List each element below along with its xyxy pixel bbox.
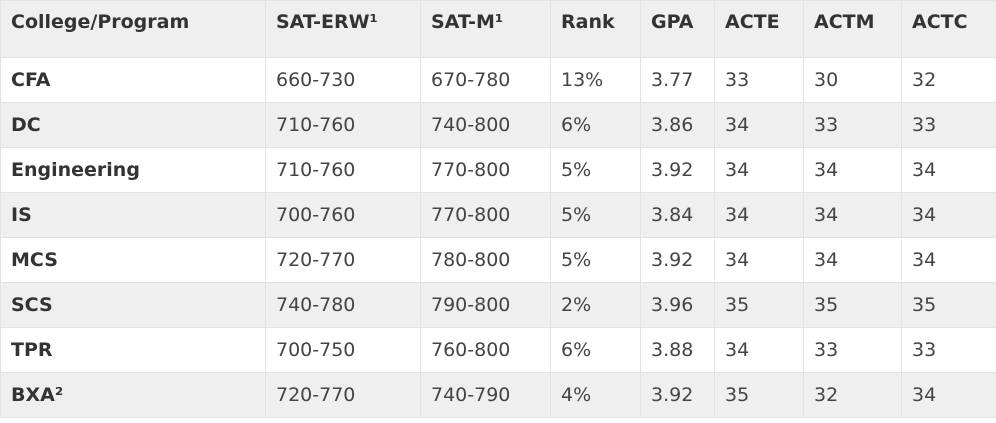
table-cell: 34 [714,327,804,373]
table-cell: 5% [550,192,641,238]
table-cell: 4% [550,372,641,418]
table-cell: 3.96 [640,282,715,328]
table-cell: 760-800 [420,327,551,373]
table-cell: 2% [550,282,641,328]
table-cell: 35 [714,372,804,418]
table-cell: 670-780 [420,57,551,103]
table-cell: 32 [803,372,902,418]
program-name: TPR [0,327,266,373]
table-cell: 6% [550,102,641,148]
program-name: CFA [0,57,266,103]
table-cell: 34 [901,192,996,238]
table-cell: 700-750 [265,327,421,373]
column-header: SAT-M¹ [420,0,551,58]
table-row: BXA² 720-770 740-790 4% 3.92 35 32 34 [0,372,996,418]
table-cell: 33 [803,102,902,148]
table-cell: 3.92 [640,237,715,283]
table-cell: 33 [901,327,996,373]
table-cell: 34 [714,102,804,148]
table-cell: 720-770 [265,372,421,418]
table-row: CFA 660-730 670-780 13% 3.77 33 30 32 [0,57,996,103]
program-name: BXA² [0,372,266,418]
table-cell: 3.92 [640,372,715,418]
column-header: Rank [550,0,641,58]
table-cell: 740-780 [265,282,421,328]
table-cell: 34 [901,237,996,283]
table-cell: 3.92 [640,147,715,193]
program-name: IS [0,192,266,238]
table-cell: 33 [803,327,902,373]
table-cell: 5% [550,147,641,193]
column-header: GPA [640,0,715,58]
column-header: ACTC [901,0,996,58]
column-header: SAT-ERW¹ [265,0,421,58]
table-cell: 740-790 [420,372,551,418]
table-row: TPR 700-750 760-800 6% 3.88 34 33 33 [0,327,996,373]
table-cell: 3.86 [640,102,715,148]
table-cell: 34 [714,237,804,283]
table-cell: 3.77 [640,57,715,103]
program-name: Engineering [0,147,266,193]
column-header: ACTM [803,0,902,58]
table-cell: 32 [901,57,996,103]
table-row: Engineering 710-760 770-800 5% 3.92 34 34 34 [0,147,996,193]
table-cell: 35 [714,282,804,328]
table-cell: 710-760 [265,147,421,193]
table-cell: 5% [550,237,641,283]
program-name: SCS [0,282,266,328]
table-cell: 34 [714,192,804,238]
table-cell: 720-770 [265,237,421,283]
table-cell: 30 [803,57,902,103]
table-cell: 34 [714,147,804,193]
program-name: DC [0,102,266,148]
table-cell: 13% [550,57,641,103]
table-body: CFA 660-730 670-780 13% 3.77 33 30 32 DC 710-760 7… [0,57,996,418]
table-cell: 33 [901,102,996,148]
table-cell: 770-800 [420,147,551,193]
table-cell: 790-800 [420,282,551,328]
table-cell: 34 [803,237,902,283]
table-cell: 710-760 [265,102,421,148]
table-row: SCS 740-780 790-800 2% 3.96 35 35 35 [0,282,996,328]
table-cell: 3.84 [640,192,715,238]
table-row: DC 710-760 740-800 6% 3.86 34 33 33 [0,102,996,148]
table-row: MCS 720-770 780-800 5% 3.92 34 34 34 [0,237,996,283]
table-cell: 34 [803,147,902,193]
table-cell: 35 [803,282,902,328]
table-cell: 33 [714,57,804,103]
program-name: MCS [0,237,266,283]
table-cell: 780-800 [420,237,551,283]
column-header: College/Program [0,0,266,58]
table-cell: 34 [901,147,996,193]
table-cell: 34 [901,372,996,418]
table-cell: 3.88 [640,327,715,373]
table-row: IS 700-760 770-800 5% 3.84 34 34 34 [0,192,996,238]
table-cell: 6% [550,327,641,373]
table-cell: 740-800 [420,102,551,148]
table-cell: 770-800 [420,192,551,238]
table-cell: 35 [901,282,996,328]
column-header: ACTE [714,0,804,58]
table-cell: 700-760 [265,192,421,238]
header-row: College/Program SAT-ERW¹ SAT-M¹ Rank GPA ACTE… [0,0,996,58]
table-cell: 660-730 [265,57,421,103]
table-cell: 34 [803,192,902,238]
